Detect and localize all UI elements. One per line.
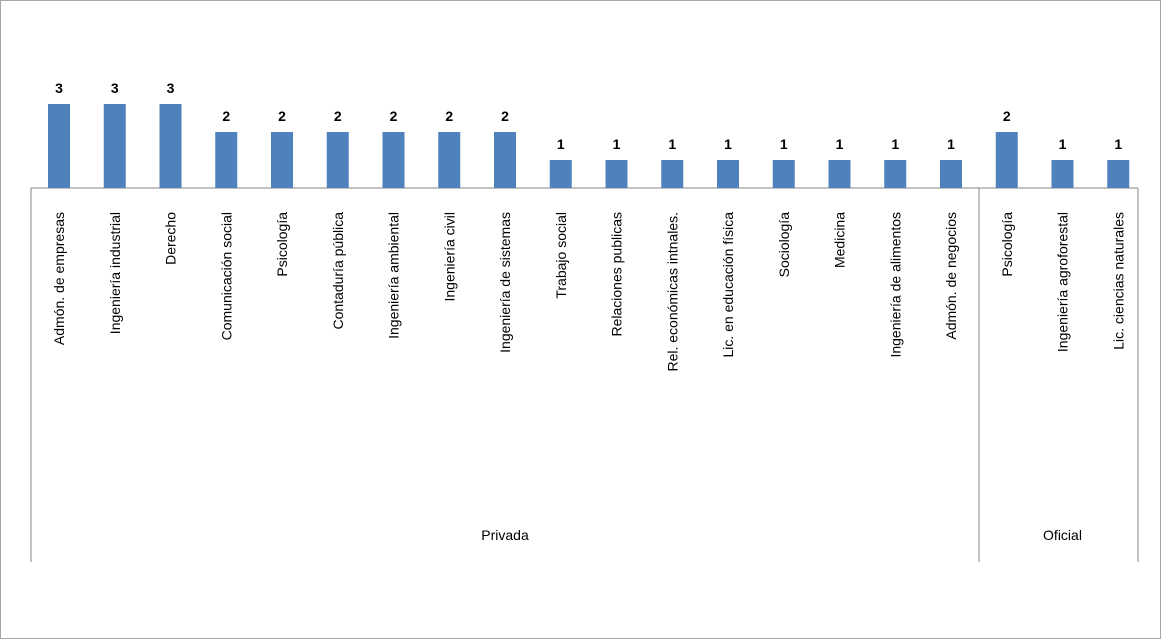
- bar: [549, 160, 572, 188]
- category-label: Contaduría pública: [330, 212, 346, 330]
- bar: [271, 132, 293, 188]
- bar: [605, 160, 628, 188]
- category-label: Admón. de empresas: [51, 212, 67, 345]
- data-label: 3: [167, 80, 175, 96]
- category-label: Ingeniería industrial: [107, 212, 123, 334]
- bar: [438, 132, 461, 188]
- data-label: 1: [947, 136, 955, 152]
- bar: [884, 160, 907, 188]
- data-label: 1: [668, 136, 676, 152]
- data-label: 2: [222, 108, 230, 124]
- data-label: 1: [836, 136, 844, 152]
- data-label: 2: [390, 108, 398, 124]
- data-label: 2: [445, 108, 453, 124]
- data-label: 3: [55, 80, 63, 96]
- category-label: Derecho: [163, 212, 179, 265]
- category-label: Lic. ciencias naturales: [1110, 212, 1126, 350]
- group-label: Privada: [481, 527, 529, 543]
- category-label: Ingeniería agroforestal: [1055, 212, 1071, 352]
- data-label: 3: [111, 80, 119, 96]
- category-label: Lic. en educación física: [720, 212, 736, 358]
- data-label: 2: [501, 108, 509, 124]
- data-label: 1: [780, 136, 788, 152]
- bar: [326, 132, 349, 188]
- bar: [828, 160, 851, 188]
- data-label: 1: [1114, 136, 1122, 152]
- data-label: 1: [557, 136, 565, 152]
- data-label: 2: [1003, 108, 1011, 124]
- bar: [1107, 160, 1130, 188]
- data-label: 1: [1059, 136, 1067, 152]
- bar: [103, 104, 126, 188]
- bar: [48, 104, 70, 188]
- category-label: Ingeniería civil: [441, 212, 457, 302]
- bar: [1051, 160, 1074, 188]
- data-label: 1: [613, 136, 621, 152]
- data-label: 1: [891, 136, 899, 152]
- data-label: 2: [278, 108, 286, 124]
- category-label: Rel. económicas intnales.: [664, 212, 680, 372]
- category-label: Ingeniería de sistemas: [497, 212, 513, 353]
- category-label: Ingeniería de alimentos: [887, 212, 903, 358]
- bar: [940, 160, 962, 188]
- data-label: 1: [724, 136, 732, 152]
- category-label: Psicología: [274, 212, 290, 277]
- bar: [661, 160, 684, 188]
- group-label: Oficial: [1043, 527, 1082, 543]
- category-label: Admón. de negocios: [943, 212, 959, 340]
- bar: [995, 132, 1018, 188]
- bar: [494, 132, 516, 188]
- bar: [772, 160, 795, 188]
- category-label: Relaciones publicas: [609, 212, 625, 337]
- category-label: Medicina: [832, 212, 848, 268]
- category-label: Sociología: [776, 212, 792, 278]
- category-label: Comunicación social: [218, 212, 234, 340]
- bar: [717, 160, 739, 188]
- bar: [215, 132, 238, 188]
- bar: [159, 104, 182, 188]
- bar: [382, 132, 405, 188]
- data-label: 2: [334, 108, 342, 124]
- category-label: Trabajo social: [553, 212, 569, 299]
- category-label: Psicología: [999, 212, 1015, 277]
- category-label: Ingeniería ambiental: [386, 212, 402, 339]
